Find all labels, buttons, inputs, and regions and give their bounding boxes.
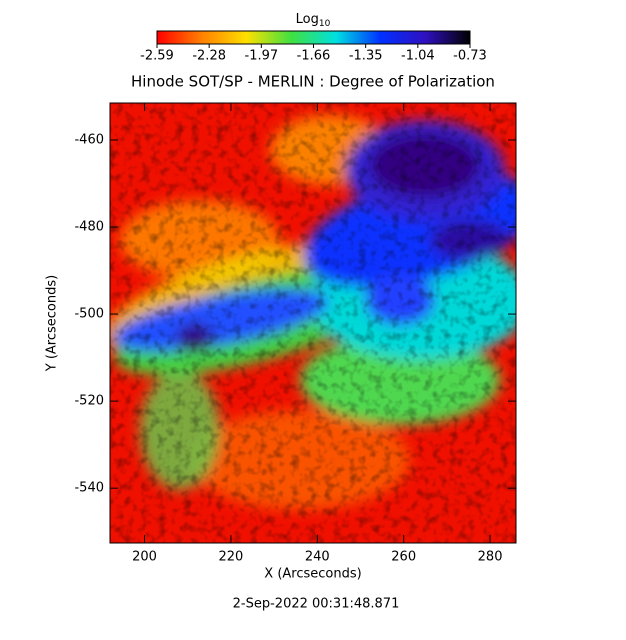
- x-tick-label: 220: [219, 550, 244, 565]
- image-texture: [110, 103, 516, 543]
- colorbar: [156, 30, 471, 45]
- y-tick-label: -480: [74, 220, 104, 235]
- y-tick-label: -500: [74, 307, 104, 322]
- colorbar-label-sub: 10: [319, 19, 331, 29]
- colorbar-tick-label: -0.73: [453, 49, 487, 64]
- colorbar-label: Log10: [296, 12, 331, 29]
- x-axis-label: X (Arcseconds): [264, 567, 361, 582]
- colorbar-tick-label: -1.35: [349, 49, 383, 64]
- colorbar-tick-label: -2.59: [140, 49, 174, 64]
- y-axis-label: Y (Arcseconds): [45, 275, 60, 372]
- x-tick-label: 260: [391, 550, 416, 565]
- colorbar-tick-label: -1.04: [401, 49, 435, 64]
- x-tick-label: 240: [305, 550, 330, 565]
- y-tick-label: -520: [74, 394, 104, 409]
- y-tick-label: -460: [74, 132, 104, 147]
- colorbar-tick-label: -1.66: [297, 49, 331, 64]
- y-tick-label: -540: [74, 481, 104, 496]
- x-tick-label: 280: [478, 550, 503, 565]
- solar-image: [110, 103, 516, 543]
- chart-title: Hinode SOT/SP - MERLIN : Degree of Polar…: [131, 73, 495, 91]
- colorbar-tick-label: -1.97: [245, 49, 279, 64]
- date-label: 2-Sep-2022 00:31:48.871: [233, 597, 400, 612]
- colorbar-tick-label: -2.28: [192, 49, 226, 64]
- plot-frame: [109, 102, 517, 544]
- colorbar-label-text: Log: [296, 12, 319, 27]
- x-tick-label: 200: [132, 550, 157, 565]
